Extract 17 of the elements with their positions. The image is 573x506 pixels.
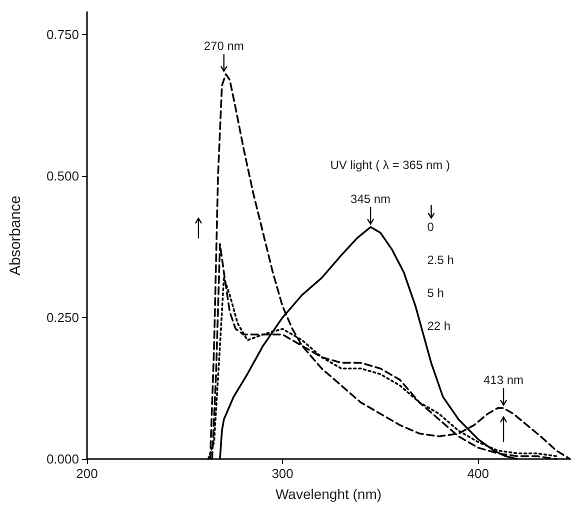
x-axis-title: Wavelenght (nm): [275, 486, 382, 502]
annotation: 22 h: [427, 319, 451, 334]
y-tick-label: 0.750: [46, 27, 79, 42]
annotation: 345 nm: [350, 192, 391, 206]
annotation: 2.5 h: [427, 253, 454, 268]
annotation: 270 nm: [204, 39, 244, 54]
x-tick-label: 400: [467, 466, 489, 481]
y-tick-label: 0.000: [46, 452, 79, 466]
annotation: 0: [427, 220, 434, 234]
annotation: UV light ( λ = 365 nm ): [330, 158, 450, 172]
y-tick-label: 0.250: [46, 310, 79, 326]
y-tick-label: 0.500: [46, 168, 79, 184]
annotation: 413 nm: [484, 373, 524, 388]
x-tick-label: 200: [76, 466, 98, 481]
x-tick-label: 300: [272, 466, 294, 481]
annotation: 5 h: [427, 286, 444, 300]
y-axis-title: Absorbance: [7, 195, 24, 276]
